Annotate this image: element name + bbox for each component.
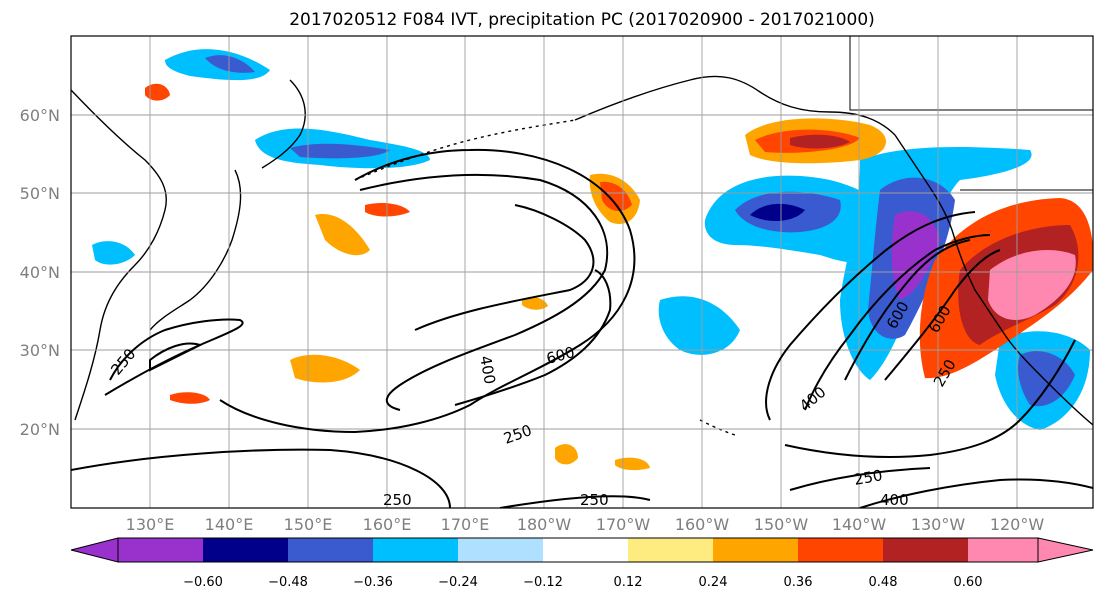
neg-region-bc-deep	[891, 211, 940, 300]
pos-region-west	[365, 202, 410, 217]
colorbar-tick-label: −0.12	[523, 575, 563, 590]
lon-tick-label: 170°W	[596, 515, 651, 534]
ivt-label: 250	[580, 491, 609, 509]
ivt-contour-600-north	[414, 204, 595, 331]
ivt-contour-400-north	[359, 173, 609, 411]
colorbar-bin	[798, 538, 883, 562]
coast-alaska	[574, 75, 896, 136]
lon-tick-label: 130°W	[911, 515, 966, 534]
coast-hawaii	[699, 419, 736, 436]
colorbar: −0.60 −0.48 −0.36 −0.24 −0.12 0.12 0.24 …	[70, 537, 1094, 590]
lon-tick-label: 140°E	[205, 515, 254, 534]
pos-region-northpac-core	[600, 181, 632, 212]
pos-region-alaska-deep	[790, 134, 850, 149]
ivt-contour-250-north	[219, 148, 636, 434]
neg-region-nw-asia	[92, 241, 135, 265]
lat-tick-label: 20°N	[20, 420, 60, 439]
neg-region-hawaii	[658, 296, 740, 355]
pos-region-mid2	[522, 297, 548, 310]
pos-region-south	[555, 444, 578, 465]
colorbar-extend-high	[1037, 537, 1094, 563]
pos-region-sw2	[170, 392, 210, 404]
ivt-label: 250	[853, 466, 884, 489]
colorbar-tick-label: 0.36	[784, 575, 813, 590]
coast-na-west	[894, 134, 1093, 426]
colorbar-tick-label: 0.60	[954, 575, 983, 590]
lon-tick-label: 160°W	[675, 515, 730, 534]
pos-region-midpac	[290, 354, 360, 383]
coast-kamchatka	[261, 79, 306, 169]
neg-region-kamchatka-core	[205, 55, 255, 73]
colorbar-extend-low	[70, 537, 119, 563]
colorbar-tick-label: −0.36	[353, 575, 393, 590]
colorbar-tick-label: 0.12	[614, 575, 643, 590]
ivt-contours	[71, 148, 1093, 508]
lon-tick-label: 180°W	[517, 515, 572, 534]
colorbar-tick-label: 0.48	[869, 575, 898, 590]
border-canada	[849, 36, 1093, 111]
coast-asia	[71, 89, 167, 421]
ivt-contour-600-inner	[454, 269, 612, 406]
lat-tick-label: 40°N	[20, 263, 60, 282]
colorbar-bin	[203, 538, 288, 562]
ivt-contour-250-south2	[499, 495, 651, 508]
lon-tick-label: 150°E	[284, 515, 333, 534]
colorbar-bin	[628, 538, 713, 562]
pos-region-south2	[615, 457, 650, 471]
pos-region-calif-deep	[988, 250, 1076, 320]
coastlines	[71, 36, 1093, 436]
colorbar-bin	[883, 538, 968, 562]
lon-tick-label: 170°E	[441, 515, 490, 534]
lon-axis: 130°E 140°E 150°E 160°E 170°E 180°W 170°…	[126, 515, 1045, 534]
ivt-contour-600-east2	[884, 249, 1001, 381]
colorbar-bin	[288, 538, 373, 562]
colorbar-frame	[117, 537, 1039, 563]
ivt-contour-400-eastsouth	[859, 478, 1093, 508]
ivt-contour-600-east	[844, 239, 971, 381]
ivt-contour-250-westinner	[149, 342, 203, 372]
colorbar-tick-label: −0.24	[438, 575, 478, 590]
ivt-contour-250-eastouter	[784, 339, 1076, 458]
lat-tick-label: 60°N	[20, 106, 60, 125]
map-title: 2017020512 F084 IVT, precipitation PC (2…	[289, 10, 875, 30]
map-panel: 400 600 250 250 250 250 400 600 250 600 …	[70, 35, 1094, 509]
lon-tick-label: 130°E	[126, 515, 175, 534]
pos-region-sw	[315, 214, 370, 256]
colorbar-tick-label: −0.60	[183, 575, 223, 590]
ivt-contour-250-eastsouth	[789, 467, 931, 491]
lon-tick-label: 150°W	[754, 515, 809, 534]
coast-japan	[149, 169, 242, 331]
colorbar-bin	[373, 538, 458, 562]
map-frame	[70, 35, 1094, 509]
ivt-label: 250	[383, 491, 412, 509]
coast-aleutians	[354, 119, 576, 181]
lon-tick-label: 140°W	[832, 515, 887, 534]
colorbar-bin	[118, 538, 203, 562]
ivt-contour-250-south	[71, 448, 451, 508]
colorbar-tick-label: 0.24	[699, 575, 728, 590]
neg-region-bering-core	[290, 143, 390, 159]
neg-region-nepacific-deep	[750, 203, 805, 222]
ivt-contour-400-east	[804, 234, 991, 411]
colorbar-tick-label: −0.48	[268, 575, 308, 590]
ivt-label: 400	[880, 491, 909, 509]
ivt-label: 400	[476, 354, 499, 385]
ivt-contour-250-east	[765, 211, 976, 421]
colorbar-bin	[968, 538, 1038, 562]
lat-tick-label: 30°N	[20, 341, 60, 360]
colorbar-bin	[713, 538, 798, 562]
lon-tick-label: 120°W	[990, 515, 1045, 534]
lat-axis: 60°N 50°N 40°N 30°N 20°N	[20, 106, 60, 439]
lon-tick-label: 160°E	[363, 515, 412, 534]
colorbar-bin	[543, 538, 628, 562]
colorbar-bin	[458, 538, 543, 562]
lat-tick-label: 50°N	[20, 184, 60, 203]
pos-region-kamchatka	[145, 83, 170, 101]
